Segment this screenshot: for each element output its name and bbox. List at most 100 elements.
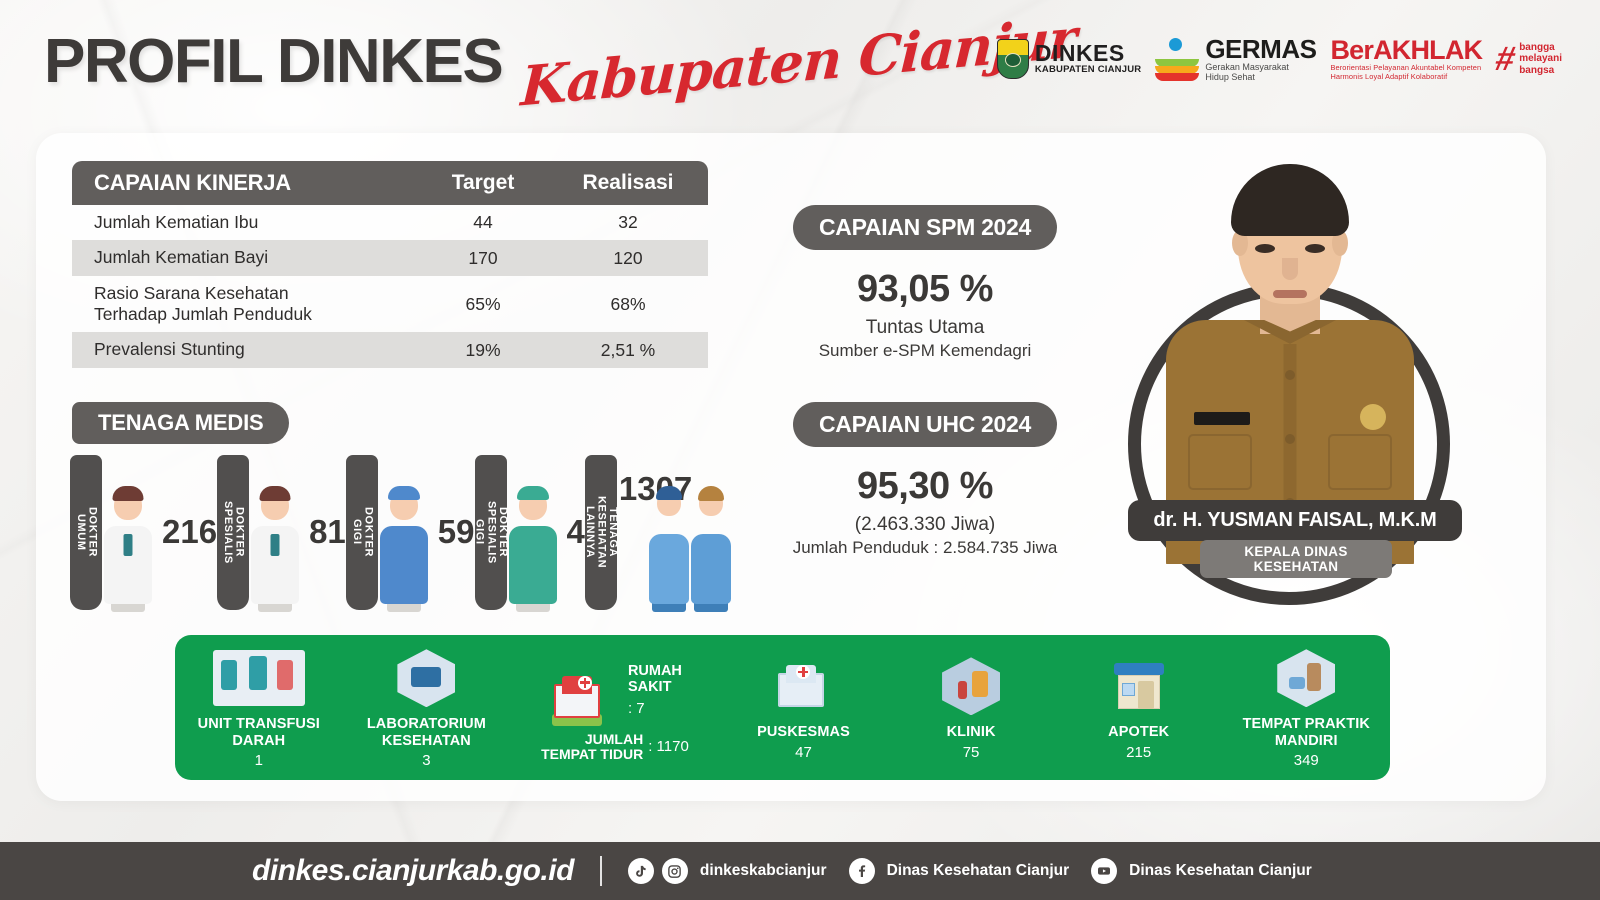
spm-achievement-card: CAPAIAN SPM 2024 93,05 % Tuntas Utama Su… bbox=[780, 205, 1070, 361]
page-footer: dinkes.cianjurkab.go.id dinkeskabcianjur… bbox=[0, 842, 1600, 900]
page-title: PROFIL DINKES bbox=[44, 27, 504, 96]
table-row: Rasio Sarana Kesehatan Terhadap Jumlah P… bbox=[72, 276, 708, 333]
dentist-icon bbox=[372, 462, 436, 612]
official-portrait: dr. H. YUSMAN FAISAL, M.K.M KEPALA DINAS… bbox=[1110, 128, 1480, 605]
staff-label-bar: DOKTER SPESIALIS bbox=[217, 454, 250, 610]
hospital-label: RUMAH SAKIT bbox=[627, 663, 682, 696]
uhc-value: 95,30 % bbox=[857, 465, 993, 507]
row-label: Rasio Sarana Kesehatan Terhadap Jumlah P… bbox=[94, 282, 312, 325]
bangga-line1: bangga bbox=[1519, 42, 1555, 54]
puskesmas-icon bbox=[720, 654, 888, 718]
column-header-target: Target bbox=[451, 171, 515, 194]
facility-count: 1 bbox=[254, 751, 263, 769]
bangga-melayani-bangsa-logo: # bangga melayani bangsa bbox=[1492, 40, 1562, 78]
beds-label: JUMLAH TEMPAT TIDUR bbox=[541, 730, 644, 762]
staff-label-bar: DOKTER UMUM bbox=[70, 454, 102, 610]
row-target: 170 bbox=[468, 247, 498, 268]
title-block: PROFIL DINKES Kabupaten Cianjur bbox=[44, 5, 1078, 118]
tenaga-medis-section: TENAGA MEDIS bbox=[72, 402, 290, 444]
social-youtube[interactable]: Dinas Kesehatan Cianjur bbox=[1091, 858, 1312, 884]
social-handle[interactable]: Dinas Kesehatan Cianjur bbox=[886, 862, 1070, 879]
staff-label-bar: DOKTER GIGI bbox=[345, 454, 378, 610]
performance-table: CAPAIAN KINERJA Target Realisasi Jumlah … bbox=[72, 161, 708, 368]
list-item: DOKTER SPESIALIS 81 bbox=[217, 452, 346, 612]
spm-badge: CAPAIAN SPM 2024 bbox=[792, 205, 1058, 250]
row-label: Prevalensi Stunting bbox=[94, 339, 245, 360]
official-name: dr. H. YUSMAN FAISAL, M.K.M bbox=[1128, 500, 1462, 541]
facility-label: UNIT TRANSFUSI DARAH bbox=[197, 716, 320, 749]
social-handle[interactable]: Dinas Kesehatan Cianjur bbox=[1129, 862, 1312, 879]
other-health-workers-icon bbox=[648, 462, 734, 612]
uhc-covered-population: (2.463.330 Jiwa) bbox=[854, 514, 996, 535]
facility-klinik: KLINIK 75 bbox=[887, 654, 1055, 761]
bangga-line3: bangsa bbox=[1519, 64, 1555, 76]
staff-label: DOKTER GIGI bbox=[350, 506, 375, 558]
staff-count: 216 bbox=[162, 513, 218, 550]
column-header-realisasi: Realisasi bbox=[582, 171, 674, 194]
dental-specialist-icon bbox=[501, 462, 565, 612]
youtube-icon[interactable] bbox=[1091, 858, 1118, 884]
spm-value: 93,05 % bbox=[857, 268, 993, 310]
social-tiktok-instagram[interactable]: dinkeskabcianjur bbox=[627, 858, 827, 884]
laboratory-icon bbox=[343, 646, 511, 710]
facility-apotek: APOTEK 215 bbox=[1055, 654, 1223, 761]
facility-count: 3 bbox=[422, 751, 431, 769]
spm-status: Tuntas Utama bbox=[865, 317, 985, 338]
table-row: Prevalensi Stunting 19% 2,51 % bbox=[72, 332, 708, 368]
row-target: 44 bbox=[473, 212, 493, 233]
list-item: DOKTER GIGI 59 bbox=[345, 452, 475, 612]
instagram-icon[interactable] bbox=[661, 858, 688, 884]
row-target: 65% bbox=[465, 293, 501, 314]
uhc-badge: CAPAIAN UHC 2024 bbox=[792, 402, 1058, 447]
staff-count: 4 bbox=[566, 513, 585, 550]
berakhlak-values-line2: Harmonis Loyal Adaptif Kolaboratif bbox=[1330, 71, 1448, 81]
cianjur-crest-icon bbox=[996, 39, 1029, 79]
facility-label: APOTEK bbox=[1108, 724, 1170, 741]
dinkes-logo: DINKES KABUPATEN CIANJUR bbox=[996, 39, 1142, 79]
germas-logo-sub1: Gerakan Masyarakat bbox=[1205, 61, 1289, 72]
social-facebook[interactable]: Dinas Kesehatan Cianjur bbox=[848, 858, 1070, 884]
table-row: Jumlah Kematian Ibu 44 32 bbox=[72, 205, 708, 240]
row-realisasi: 32 bbox=[618, 212, 638, 233]
hospital-icon bbox=[548, 654, 622, 728]
facility-label: PUSKESMAS bbox=[757, 724, 850, 741]
facility-label: LABORATORIUM KESEHATAN bbox=[366, 716, 486, 749]
social-handle[interactable]: dinkeskabcianjur bbox=[699, 862, 827, 879]
facility-tempat-praktik-mandiri: TEMPAT PRAKTIK MANDIRI 349 bbox=[1222, 646, 1390, 769]
page-subtitle-script: Kabupaten Cianjur bbox=[519, 4, 1078, 119]
facebook-icon[interactable] bbox=[848, 858, 875, 884]
tiktok-icon[interactable] bbox=[627, 858, 654, 884]
list-item: DOKTER SPESIALIS GIGI 4 bbox=[473, 452, 585, 612]
table-row: Jumlah Kematian Bayi 170 120 bbox=[72, 240, 708, 276]
row-realisasi: 120 bbox=[613, 247, 643, 268]
hash-icon: # bbox=[1492, 40, 1520, 78]
blood-transfusion-icon bbox=[175, 646, 343, 710]
staff-count: 81 bbox=[309, 513, 346, 550]
practice-room-icon bbox=[1222, 646, 1390, 710]
row-target: 19% bbox=[465, 339, 501, 360]
staff-label: DOKTER UMUM bbox=[75, 506, 99, 558]
list-item: TENAGA KESEHATAN LAINNYA 1307 bbox=[584, 452, 734, 612]
facility-laboratorium-kesehatan: LABORATORIUM KESEHATAN 3 bbox=[343, 646, 511, 769]
tenaga-medis-title: TENAGA MEDIS bbox=[72, 402, 290, 444]
germas-logo: GERMAS Gerakan Masyarakat Hidup Sehat bbox=[1155, 36, 1317, 83]
row-label: Jumlah Kematian Bayi bbox=[94, 247, 269, 268]
facility-label: KLINIK bbox=[946, 724, 996, 741]
website-url[interactable]: dinkes.cianjurkab.go.id bbox=[252, 854, 574, 887]
staff-label: DOKTER SPESIALIS GIGI bbox=[473, 500, 509, 564]
spm-source: Sumber e-SPM Kemendagri bbox=[818, 341, 1032, 360]
row-realisasi: 2,51 % bbox=[600, 339, 656, 360]
germas-logo-sub2: Hidup Sehat bbox=[1205, 72, 1255, 82]
uhc-total-population: Jumlah Penduduk : 2.584.735 Jiwa bbox=[792, 538, 1058, 557]
facility-rumah-sakit: RUMAH SAKIT : 7 JUMLAH TEMPAT TIDUR : 11… bbox=[510, 654, 719, 761]
uhc-achievement-card: CAPAIAN UHC 2024 95,30 % (2.463.330 Jiwa… bbox=[780, 402, 1070, 558]
facilities-bar: UNIT TRANSFUSI DARAH 1 LABORATORIUM KESE… bbox=[175, 635, 1390, 780]
dinkes-logo-sub: KABUPATEN CIANJUR bbox=[1034, 64, 1142, 76]
logo-strip: DINKES KABUPATEN CIANJUR GERMAS Gerakan … bbox=[996, 30, 1562, 88]
row-label: Jumlah Kematian Ibu bbox=[94, 212, 259, 232]
facility-count: 215 bbox=[1126, 743, 1152, 761]
berakhlak-logo-name: BerAKHLAK bbox=[1330, 34, 1483, 65]
pharmacy-icon bbox=[1055, 654, 1223, 718]
footer-divider bbox=[599, 856, 602, 886]
column-header-name: CAPAIAN KINERJA bbox=[94, 170, 291, 195]
